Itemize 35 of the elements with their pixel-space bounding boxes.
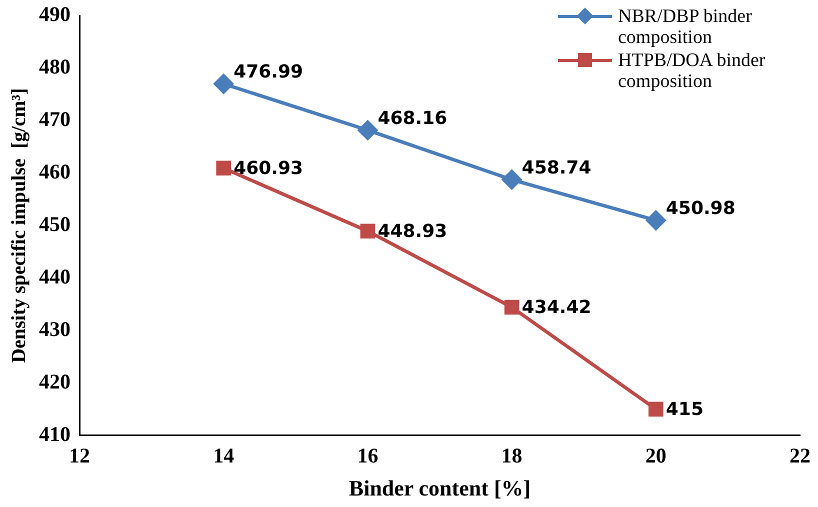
point (504, 300, 520, 315)
y-axis-title: Density specific impulse [g/cm³] (8, 88, 30, 363)
point (646, 210, 666, 230)
y-tick-label: 420 (39, 369, 70, 394)
data-label: 415 (666, 398, 704, 420)
x-tick-label: 12 (69, 443, 90, 468)
x-tick-label: 20 (645, 443, 666, 468)
data-label: 450.98 (666, 198, 736, 220)
point (214, 74, 234, 94)
data-label: 448.93 (378, 220, 448, 242)
y-tick-label: 490 (39, 2, 70, 26)
data-label: 476.99 (234, 62, 304, 83)
point (502, 170, 522, 190)
y-tick-label: 470 (39, 106, 70, 131)
data-label: 460.93 (234, 158, 304, 179)
y-tick-label: 440 (39, 264, 70, 288)
x-tick-label: 14 (213, 443, 235, 468)
data-label: 434.42 (522, 296, 592, 318)
y-tick-label: 410 (39, 422, 70, 446)
point (358, 120, 378, 140)
point (360, 224, 376, 239)
y-tick-label: 450 (39, 212, 70, 236)
x-tick-label: 18 (501, 443, 522, 468)
data-label: 468.16 (378, 108, 448, 129)
x-axis-title: Binder content [%] (348, 475, 531, 500)
legend-label: NBR/DBP binder composition (618, 6, 753, 48)
point (216, 160, 232, 176)
x-tick-label: 16 (357, 443, 378, 468)
y-tick-label: 480 (39, 54, 70, 78)
legend-label: HTPB/DOA binder composition (618, 50, 766, 92)
x-tick-label: 22 (790, 443, 810, 468)
y-tick-label: 460 (39, 159, 70, 184)
y-tick-label: 430 (39, 316, 70, 341)
point (648, 402, 664, 417)
data-label: 458.74 (522, 157, 592, 178)
